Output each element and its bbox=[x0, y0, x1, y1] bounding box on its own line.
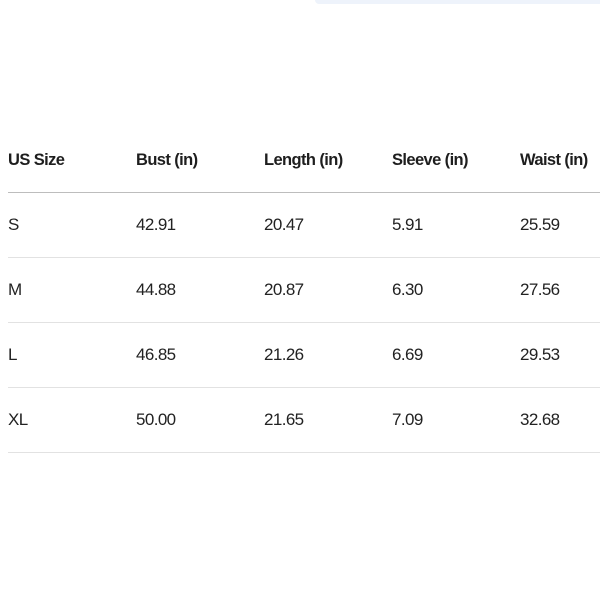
table-row: L 46.85 21.26 6.69 29.53 bbox=[8, 323, 600, 388]
table-cell: 20.87 bbox=[264, 280, 304, 299]
header-cell: Waist (in) bbox=[520, 151, 588, 169]
table-cell: 5.91 bbox=[392, 215, 423, 234]
header-cell: Length (in) bbox=[264, 151, 343, 169]
table-cell: 29.53 bbox=[520, 345, 560, 364]
header-row: US Size Bust (in) Length (in) Sleeve (in) Wa… bbox=[8, 128, 600, 193]
table-cell: 46.85 bbox=[136, 345, 176, 364]
table-cell: 44.88 bbox=[136, 280, 176, 299]
header-cell: Bust (in) bbox=[136, 151, 198, 169]
size-table: US Size Bust (in) Length (in) Sleeve (in) Wa… bbox=[8, 128, 600, 453]
table-row: S 42.91 20.47 5.91 25.59 bbox=[8, 193, 600, 258]
table-cell: 7.09 bbox=[392, 410, 423, 429]
table-row: M 44.88 20.87 6.30 27.56 bbox=[8, 258, 600, 323]
table-cell: 25.59 bbox=[520, 215, 560, 234]
table-cell: M bbox=[8, 280, 22, 299]
table-cell: XL bbox=[8, 410, 28, 429]
table-cell: 32.68 bbox=[520, 410, 560, 429]
table-cell: 6.30 bbox=[392, 280, 423, 299]
table-cell: 21.65 bbox=[264, 410, 304, 429]
top-bar bbox=[315, 0, 600, 4]
header-cell: US Size bbox=[8, 151, 65, 169]
header-cell: Sleeve (in) bbox=[392, 151, 469, 169]
table-cell: 6.69 bbox=[392, 345, 423, 364]
table-cell: S bbox=[8, 215, 19, 234]
table-cell: 42.91 bbox=[136, 215, 176, 234]
table-cell: 50.00 bbox=[136, 410, 176, 429]
table-cell: 20.47 bbox=[264, 215, 304, 234]
table-cell: 21.26 bbox=[264, 345, 304, 364]
table-cell: 27.56 bbox=[520, 280, 560, 299]
table-cell: L bbox=[8, 345, 17, 364]
table-row: XL 50.00 21.65 7.09 32.68 bbox=[8, 388, 600, 453]
